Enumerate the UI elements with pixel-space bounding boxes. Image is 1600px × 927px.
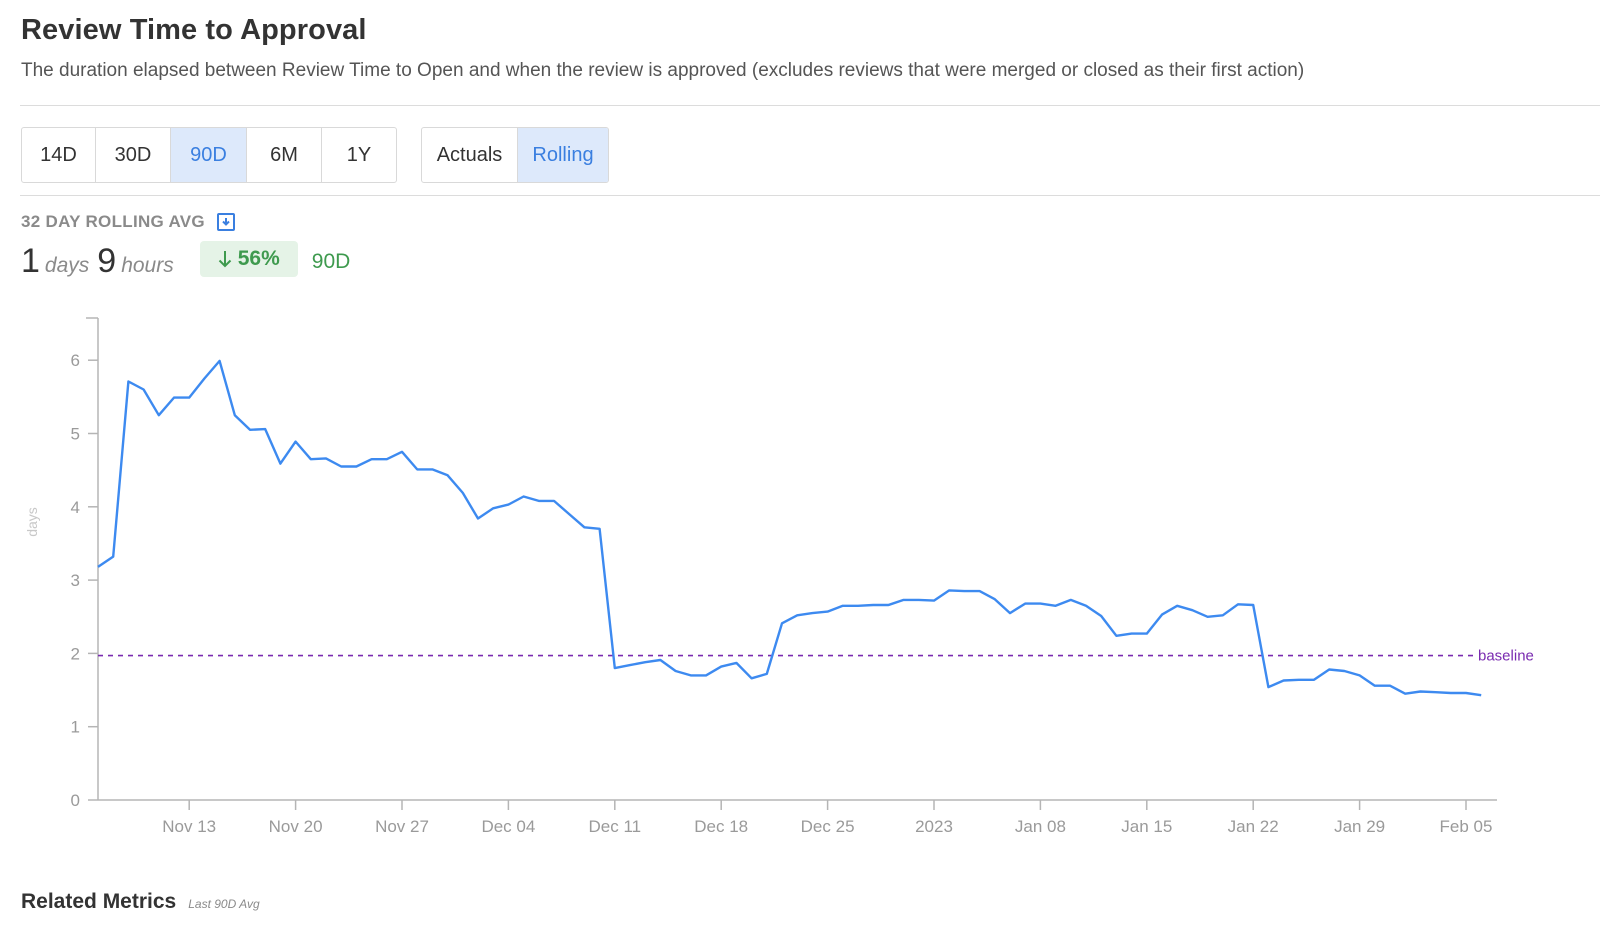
x-tick-label: Jan 22	[1228, 817, 1279, 836]
y-tick-label: 2	[71, 644, 80, 663]
y-tick-label: 0	[71, 791, 80, 810]
range-tab-6m[interactable]: 6M	[247, 128, 322, 182]
y-tick-label: 6	[71, 351, 80, 370]
range-tab-30d[interactable]: 30D	[96, 128, 171, 182]
x-tick-label: Dec 18	[694, 817, 748, 836]
range-selector: 14D 30D 90D 6M 1Y	[21, 127, 397, 183]
x-tick-label: 2023	[915, 817, 953, 836]
x-tick-label: Nov 13	[162, 817, 216, 836]
download-icon[interactable]	[216, 213, 235, 231]
x-tick-label: Feb 05	[1440, 817, 1493, 836]
y-axis-label: days	[24, 507, 40, 537]
baseline-label: baseline	[1478, 648, 1534, 665]
stat-days-unit: days	[44, 254, 90, 277]
arrow-down-icon	[218, 251, 231, 268]
x-tick-label: Dec 04	[481, 817, 535, 836]
x-tick-label: Jan 29	[1334, 817, 1385, 836]
series-line	[97, 359, 1482, 697]
divider	[20, 195, 1600, 196]
divider	[20, 105, 1600, 106]
y-tick-label: 5	[71, 425, 80, 444]
related-metrics-header: Related Metrics Last 90D Avg	[21, 890, 260, 914]
stat-hours-value: 9	[97, 242, 117, 280]
line-chart: 0 1 2 3 4 5 6 days Nov 13 Nov 20 Nov 27 Dec 04 Dec 1…	[24, 317, 1534, 836]
stat-label-row: 32 DAY ROLLING AVG	[21, 212, 235, 232]
y-tick-label: 4	[71, 498, 80, 517]
stat-value-row: 1 days 9 hours 56% 90D	[21, 241, 351, 281]
x-tick-label: Dec 11	[588, 817, 641, 836]
x-tick-label: Nov 20	[269, 817, 323, 836]
delta-value: 56%	[237, 247, 280, 270]
x-tick-label: Jan 08	[1015, 817, 1066, 836]
mode-tab-actuals[interactable]: Actuals	[422, 128, 518, 182]
stat-hours-unit: hours	[121, 254, 174, 277]
range-tab-14d[interactable]: 14D	[22, 128, 96, 182]
rolling-avg-label: 32 DAY ROLLING AVG	[21, 212, 205, 231]
y-tick-label: 1	[71, 718, 80, 737]
delta-period: 90D	[311, 250, 351, 273]
related-metrics-subtitle: Last 90D Avg	[188, 897, 260, 911]
range-tab-1y[interactable]: 1Y	[346, 143, 372, 166]
mode-tab-rolling[interactable]: Rolling	[518, 128, 608, 182]
range-tab-90d[interactable]: 90D	[171, 128, 247, 182]
stat-days-value: 1	[21, 242, 40, 280]
mode-selector: Actuals Rolling	[421, 127, 609, 183]
x-tick-label: Dec 25	[801, 817, 855, 836]
x-tick-label: Nov 27	[375, 817, 429, 836]
x-tick-label: Jan 15	[1121, 817, 1172, 836]
page-subtitle: The duration elapsed between Review Time…	[21, 60, 1305, 81]
page-title: Review Time to Approval	[21, 14, 367, 46]
related-metrics-title: Related Metrics	[21, 890, 177, 913]
delta-badge: 56%	[199, 241, 298, 277]
y-tick-label: 3	[71, 571, 80, 590]
